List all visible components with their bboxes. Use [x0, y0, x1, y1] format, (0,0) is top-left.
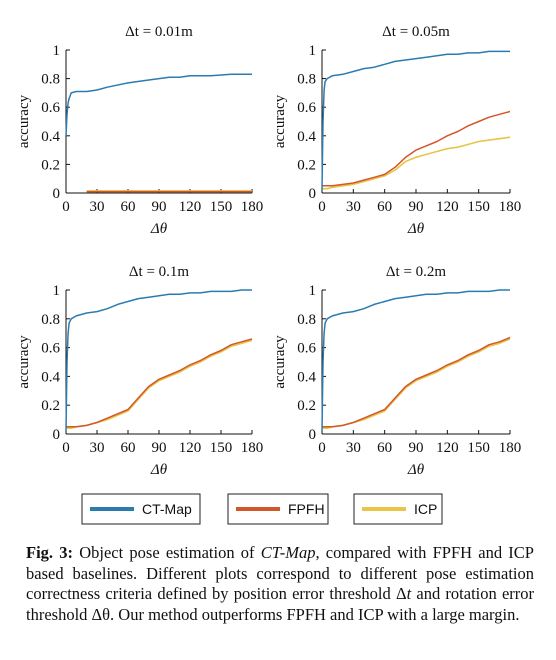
x-tick-label: 120: [179, 199, 202, 215]
x-tick-label: 60: [377, 440, 392, 456]
y-tick-label: 0: [53, 427, 61, 443]
x-tick-label: 90: [409, 440, 424, 456]
caption-label: Fig. 3:: [26, 543, 73, 562]
y-axis-label: accuracy: [16, 335, 32, 389]
y-tick-label: 0.2: [297, 398, 316, 414]
y-tick-label: 0.4: [297, 369, 316, 385]
x-tick-label: 0: [62, 199, 70, 215]
x-tick-label: 150: [467, 440, 490, 456]
y-tick-label: 0: [309, 427, 317, 443]
y-tick-label: 0.8: [41, 72, 60, 88]
x-axis-label: Δθ: [407, 462, 425, 478]
series-line-ct-map: [321, 289, 510, 432]
x-tick-label: 120: [436, 440, 459, 456]
figure-panels: Δt = 0.01m 0 0.2 0.4 0.6 0.8 1 0 30 60 90 120 150 180…: [16, 24, 521, 525]
legend-item-ct-map: CT-Map: [81, 493, 201, 525]
legend-item-fpfh: FPFH: [227, 493, 329, 525]
y-tick-label: 0.6: [41, 100, 60, 116]
x-tick-label: 180: [241, 440, 264, 456]
figure-caption: Fig. 3: Object pose estimation of CT-Map…: [26, 543, 534, 625]
x-tick-label: 90: [152, 440, 167, 456]
x-tick-label: 150: [210, 199, 233, 215]
x-tick-label: 150: [467, 199, 490, 215]
x-tick-label: 60: [121, 440, 136, 456]
y-tick-label: 0.2: [41, 157, 60, 173]
x-tick-label: 30: [346, 199, 361, 215]
y-tick-label: 0.2: [41, 398, 60, 414]
x-tick-label: 30: [346, 440, 361, 456]
chart-panel-4: Δt = 0.2m 0 0.2 0.4 0.6 0.8 1 0 30 60 90 120 150 180 Δ…: [272, 264, 521, 478]
caption-text-3: and rotation error threshold Δθ. Our met…: [26, 584, 535, 624]
x-tick-label: 60: [377, 199, 392, 215]
y-tick-label: 0: [309, 186, 317, 202]
x-tick-label: 90: [409, 199, 424, 215]
x-axis-label: Δθ: [407, 221, 425, 237]
y-tick-label: 0.6: [41, 341, 60, 357]
x-tick-label: 0: [318, 199, 326, 215]
caption-method: CT-Map: [260, 543, 316, 562]
series-line-icp: [66, 339, 253, 429]
legend: CT-Map FPFH ICP: [81, 493, 443, 525]
y-tick-label: 1: [309, 283, 317, 299]
x-tick-label: 60: [121, 199, 136, 215]
series-line-ct-map: [65, 73, 252, 136]
chart-title: Δt = 0.1m: [129, 264, 190, 280]
x-axis-label: Δθ: [150, 221, 168, 237]
x-tick-label: 120: [179, 440, 202, 456]
y-tick-label: 0.8: [297, 72, 316, 88]
series-line-fpfh: [322, 110, 511, 187]
y-axis-label: accuracy: [272, 335, 288, 389]
legend-label: CT-Map: [142, 501, 192, 517]
y-tick-label: 0.4: [297, 129, 316, 145]
series-line-fpfh: [66, 338, 253, 428]
caption-text-2: , compared with FPFH and ICP based basel…: [26, 543, 534, 603]
series-line-fpfh: [322, 336, 511, 428]
y-axis-label: accuracy: [272, 94, 288, 148]
x-tick-label: 120: [436, 199, 459, 215]
y-tick-label: 0.6: [297, 100, 316, 116]
chart-title: Δt = 0.01m: [125, 24, 193, 40]
caption-t-symbol: t: [406, 584, 412, 603]
y-tick-label: 0.8: [41, 312, 60, 328]
x-tick-label: 180: [241, 199, 264, 215]
chart-title: Δt = 0.05m: [382, 24, 450, 40]
y-tick-label: 0.8: [297, 312, 316, 328]
series-line-icp: [322, 136, 511, 190]
chart-panel-1: Δt = 0.01m 0 0.2 0.4 0.6 0.8 1 0 30 60 90 120 150 180…: [16, 24, 263, 237]
x-tick-label: 30: [90, 440, 105, 456]
y-tick-label: 0.4: [41, 129, 60, 145]
y-tick-label: 1: [53, 283, 61, 299]
x-tick-label: 90: [152, 199, 167, 215]
chart-panel-3: Δt = 0.1m 0 0.2 0.4 0.6 0.8 1 0 30 60 90 120 150 180 Δ…: [16, 264, 263, 478]
x-tick-label: 150: [210, 440, 233, 456]
x-tick-label: 0: [318, 440, 326, 456]
legend-label: FPFH: [288, 501, 325, 517]
chart-panel-2: Δt = 0.05m 0 0.2 0.4 0.6 0.8 1 0 30 60 90 120 150 180…: [272, 24, 521, 237]
chart-title: Δt = 0.2m: [386, 264, 447, 280]
y-tick-label: 1: [53, 43, 61, 59]
x-tick-label: 0: [62, 440, 70, 456]
y-tick-label: 0.4: [41, 369, 60, 385]
x-axis-label: Δθ: [150, 462, 168, 478]
y-tick-label: 0: [53, 186, 61, 202]
y-tick-label: 0.2: [297, 157, 316, 173]
x-tick-label: 180: [499, 440, 522, 456]
legend-item-icp: ICP: [353, 493, 443, 525]
y-tick-label: 1: [309, 43, 317, 59]
series-line-ct-map: [321, 50, 510, 191]
y-tick-label: 0.6: [297, 341, 316, 357]
x-tick-label: 180: [499, 199, 522, 215]
series-line-ct-map: [65, 289, 252, 432]
y-axis-label: accuracy: [16, 94, 32, 148]
caption-text-1: Object pose estimation of: [73, 543, 261, 562]
x-tick-label: 30: [90, 199, 105, 215]
legend-label: ICP: [414, 501, 437, 517]
series-line-icp: [322, 338, 511, 429]
